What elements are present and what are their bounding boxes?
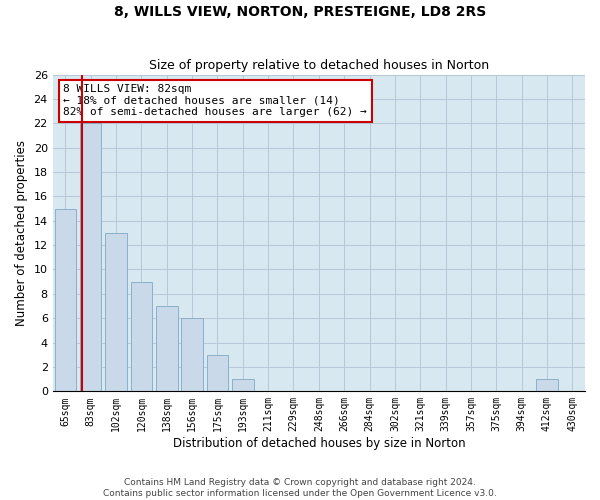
Bar — [80, 124, 101, 392]
Text: 8 WILLS VIEW: 82sqm
← 18% of detached houses are smaller (14)
82% of semi-detach: 8 WILLS VIEW: 82sqm ← 18% of detached ho… — [64, 84, 367, 117]
X-axis label: Distribution of detached houses by size in Norton: Distribution of detached houses by size … — [173, 437, 465, 450]
Y-axis label: Number of detached properties: Number of detached properties — [15, 140, 28, 326]
Title: Size of property relative to detached houses in Norton: Size of property relative to detached ho… — [149, 59, 489, 72]
Bar — [55, 208, 76, 392]
Bar — [181, 318, 203, 392]
Bar — [206, 355, 228, 392]
Bar — [156, 306, 178, 392]
Bar — [105, 233, 127, 392]
Text: Contains HM Land Registry data © Crown copyright and database right 2024.
Contai: Contains HM Land Registry data © Crown c… — [103, 478, 497, 498]
Bar — [536, 379, 558, 392]
Bar — [131, 282, 152, 392]
Text: 8, WILLS VIEW, NORTON, PRESTEIGNE, LD8 2RS: 8, WILLS VIEW, NORTON, PRESTEIGNE, LD8 2… — [114, 5, 486, 19]
Bar — [232, 379, 254, 392]
